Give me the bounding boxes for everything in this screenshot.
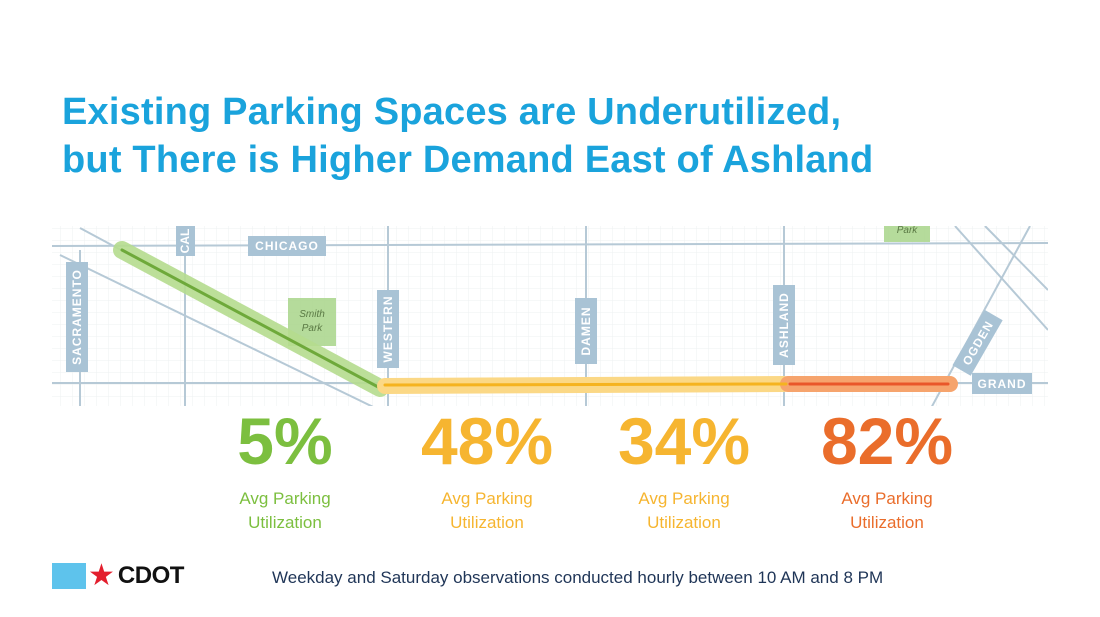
- street-label-sacramento: SACRAMENTO: [70, 269, 84, 365]
- logo-text: CDOT: [117, 562, 185, 589]
- street-label-chicago: CHICAGO: [255, 239, 319, 253]
- stat-value: 82%: [820, 404, 954, 478]
- stat-segment-4: 82% Avg Parking Utilization: [787, 405, 987, 535]
- page-title-line-1: Existing Parking Spaces are Underutilize…: [62, 91, 842, 133]
- corridor-highlight: [113, 241, 958, 397]
- stat-value: 34%: [617, 404, 751, 478]
- stat-label-line-2: Utilization: [248, 513, 322, 532]
- stat-label-line-1: Avg Parking: [239, 489, 331, 508]
- street-label-damen: DAMEN: [579, 307, 593, 356]
- street-label-grand: GRAND: [978, 377, 1027, 391]
- logo-blue-block: [52, 563, 86, 589]
- stat-label-line-2: Utilization: [850, 513, 924, 532]
- stat-segment-2: 48% Avg Parking Utilization: [387, 405, 587, 535]
- cdot-logo: ★ CDOT: [52, 559, 185, 592]
- street-label-cal: CAL: [178, 229, 192, 254]
- page-title-line-2: but There is Higher Demand East of Ashla…: [62, 139, 874, 181]
- stat-label-line-1: Avg Parking: [841, 489, 933, 508]
- stat-label-line-2: Utilization: [450, 513, 524, 532]
- street-label-ashland: ASHLAND: [777, 292, 791, 358]
- stat-segment-3: 34% Avg Parking Utilization: [584, 405, 784, 535]
- footer-note: Weekday and Saturday observations conduc…: [272, 568, 884, 587]
- segment-yellow-line: [383, 382, 788, 387]
- stat-label-line-2: Utilization: [647, 513, 721, 532]
- stat-segment-1: 5% Avg Parking Utilization: [185, 405, 385, 535]
- top-park: [884, 226, 930, 242]
- stat-value: 48%: [420, 404, 554, 478]
- street-label-western: WESTERN: [381, 296, 395, 363]
- stat-label-line-1: Avg Parking: [638, 489, 730, 508]
- top-park-label: Park: [897, 225, 919, 236]
- page-title: Existing Parking Spaces are Underutilize…: [62, 88, 873, 184]
- map-area: Smith Park Park: [52, 225, 1048, 406]
- stat-value: 5%: [237, 404, 333, 478]
- smith-park-label-line-1: Smith: [299, 309, 325, 320]
- smith-park-label-line-2: Park: [302, 323, 324, 334]
- stat-label-line-1: Avg Parking: [441, 489, 533, 508]
- star-icon: ★: [88, 559, 115, 592]
- segment-west-line: [120, 248, 382, 390]
